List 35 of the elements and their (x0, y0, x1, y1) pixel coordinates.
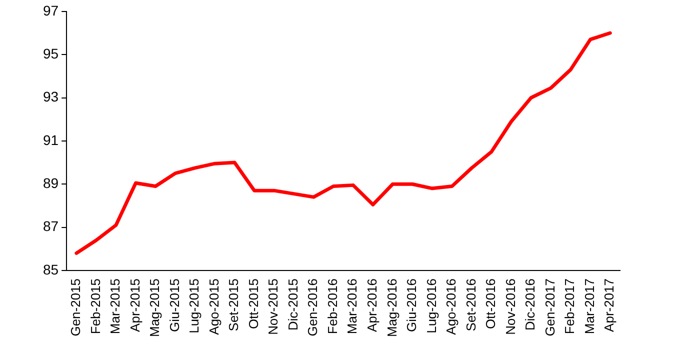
y-tick-label: 89 (42, 174, 59, 191)
x-tick-label: Gen-2015 (68, 278, 84, 336)
x-tick-label: Dic-2016 (522, 278, 538, 330)
x-tick-label: Feb-2016 (324, 278, 340, 334)
x-tick-label: Nov-2015 (266, 278, 281, 335)
x-tick-label: Ago-2016 (444, 278, 459, 335)
x-tick-label: Set-2016 (463, 278, 478, 332)
x-tick-label: Set-2015 (226, 278, 242, 332)
x-tick-label: Lug-2016 (424, 278, 439, 334)
x-tick-label: Apr-2016 (364, 278, 380, 332)
x-tick-label: Gen-2016 (305, 278, 320, 336)
x-tick-label: Mar-2015 (108, 278, 123, 334)
x-tick-label: Dic-2015 (285, 278, 300, 330)
y-tick-label: 91 (42, 132, 59, 148)
y-tick-label: 97 (42, 2, 59, 18)
y-tick-label: 85 (42, 261, 59, 278)
x-tick-label: Feb-2017 (562, 278, 578, 334)
x-tick-label: Mag-2016 (384, 278, 400, 338)
y-tick-label: 87 (42, 218, 59, 234)
x-tick-label: Giu-2015 (166, 278, 182, 332)
x-tick-label: Apr-2015 (127, 278, 142, 332)
y-tick-label: 95 (42, 45, 59, 62)
x-tick-label: Mag-2015 (147, 278, 162, 338)
y-tick-label: 93 (42, 88, 59, 105)
x-tick-label: Ott-2015 (246, 278, 261, 330)
x-tick-label: Gen-2017 (542, 278, 558, 336)
x-tick-label: Mar-2016 (344, 278, 360, 334)
x-tick-label: Apr-2017 (602, 278, 617, 332)
x-tick-label: Ago-2015 (206, 278, 222, 335)
x-tick-label: Lug-2015 (186, 278, 202, 334)
x-tick-label: Giu-2016 (404, 278, 420, 332)
x-tick-label: Feb-2015 (88, 278, 103, 334)
x-tick-label: Mar-2017 (582, 278, 597, 334)
x-tick-label: Nov-2016 (502, 278, 518, 335)
x-tick-label: Ott-2016 (483, 278, 498, 330)
